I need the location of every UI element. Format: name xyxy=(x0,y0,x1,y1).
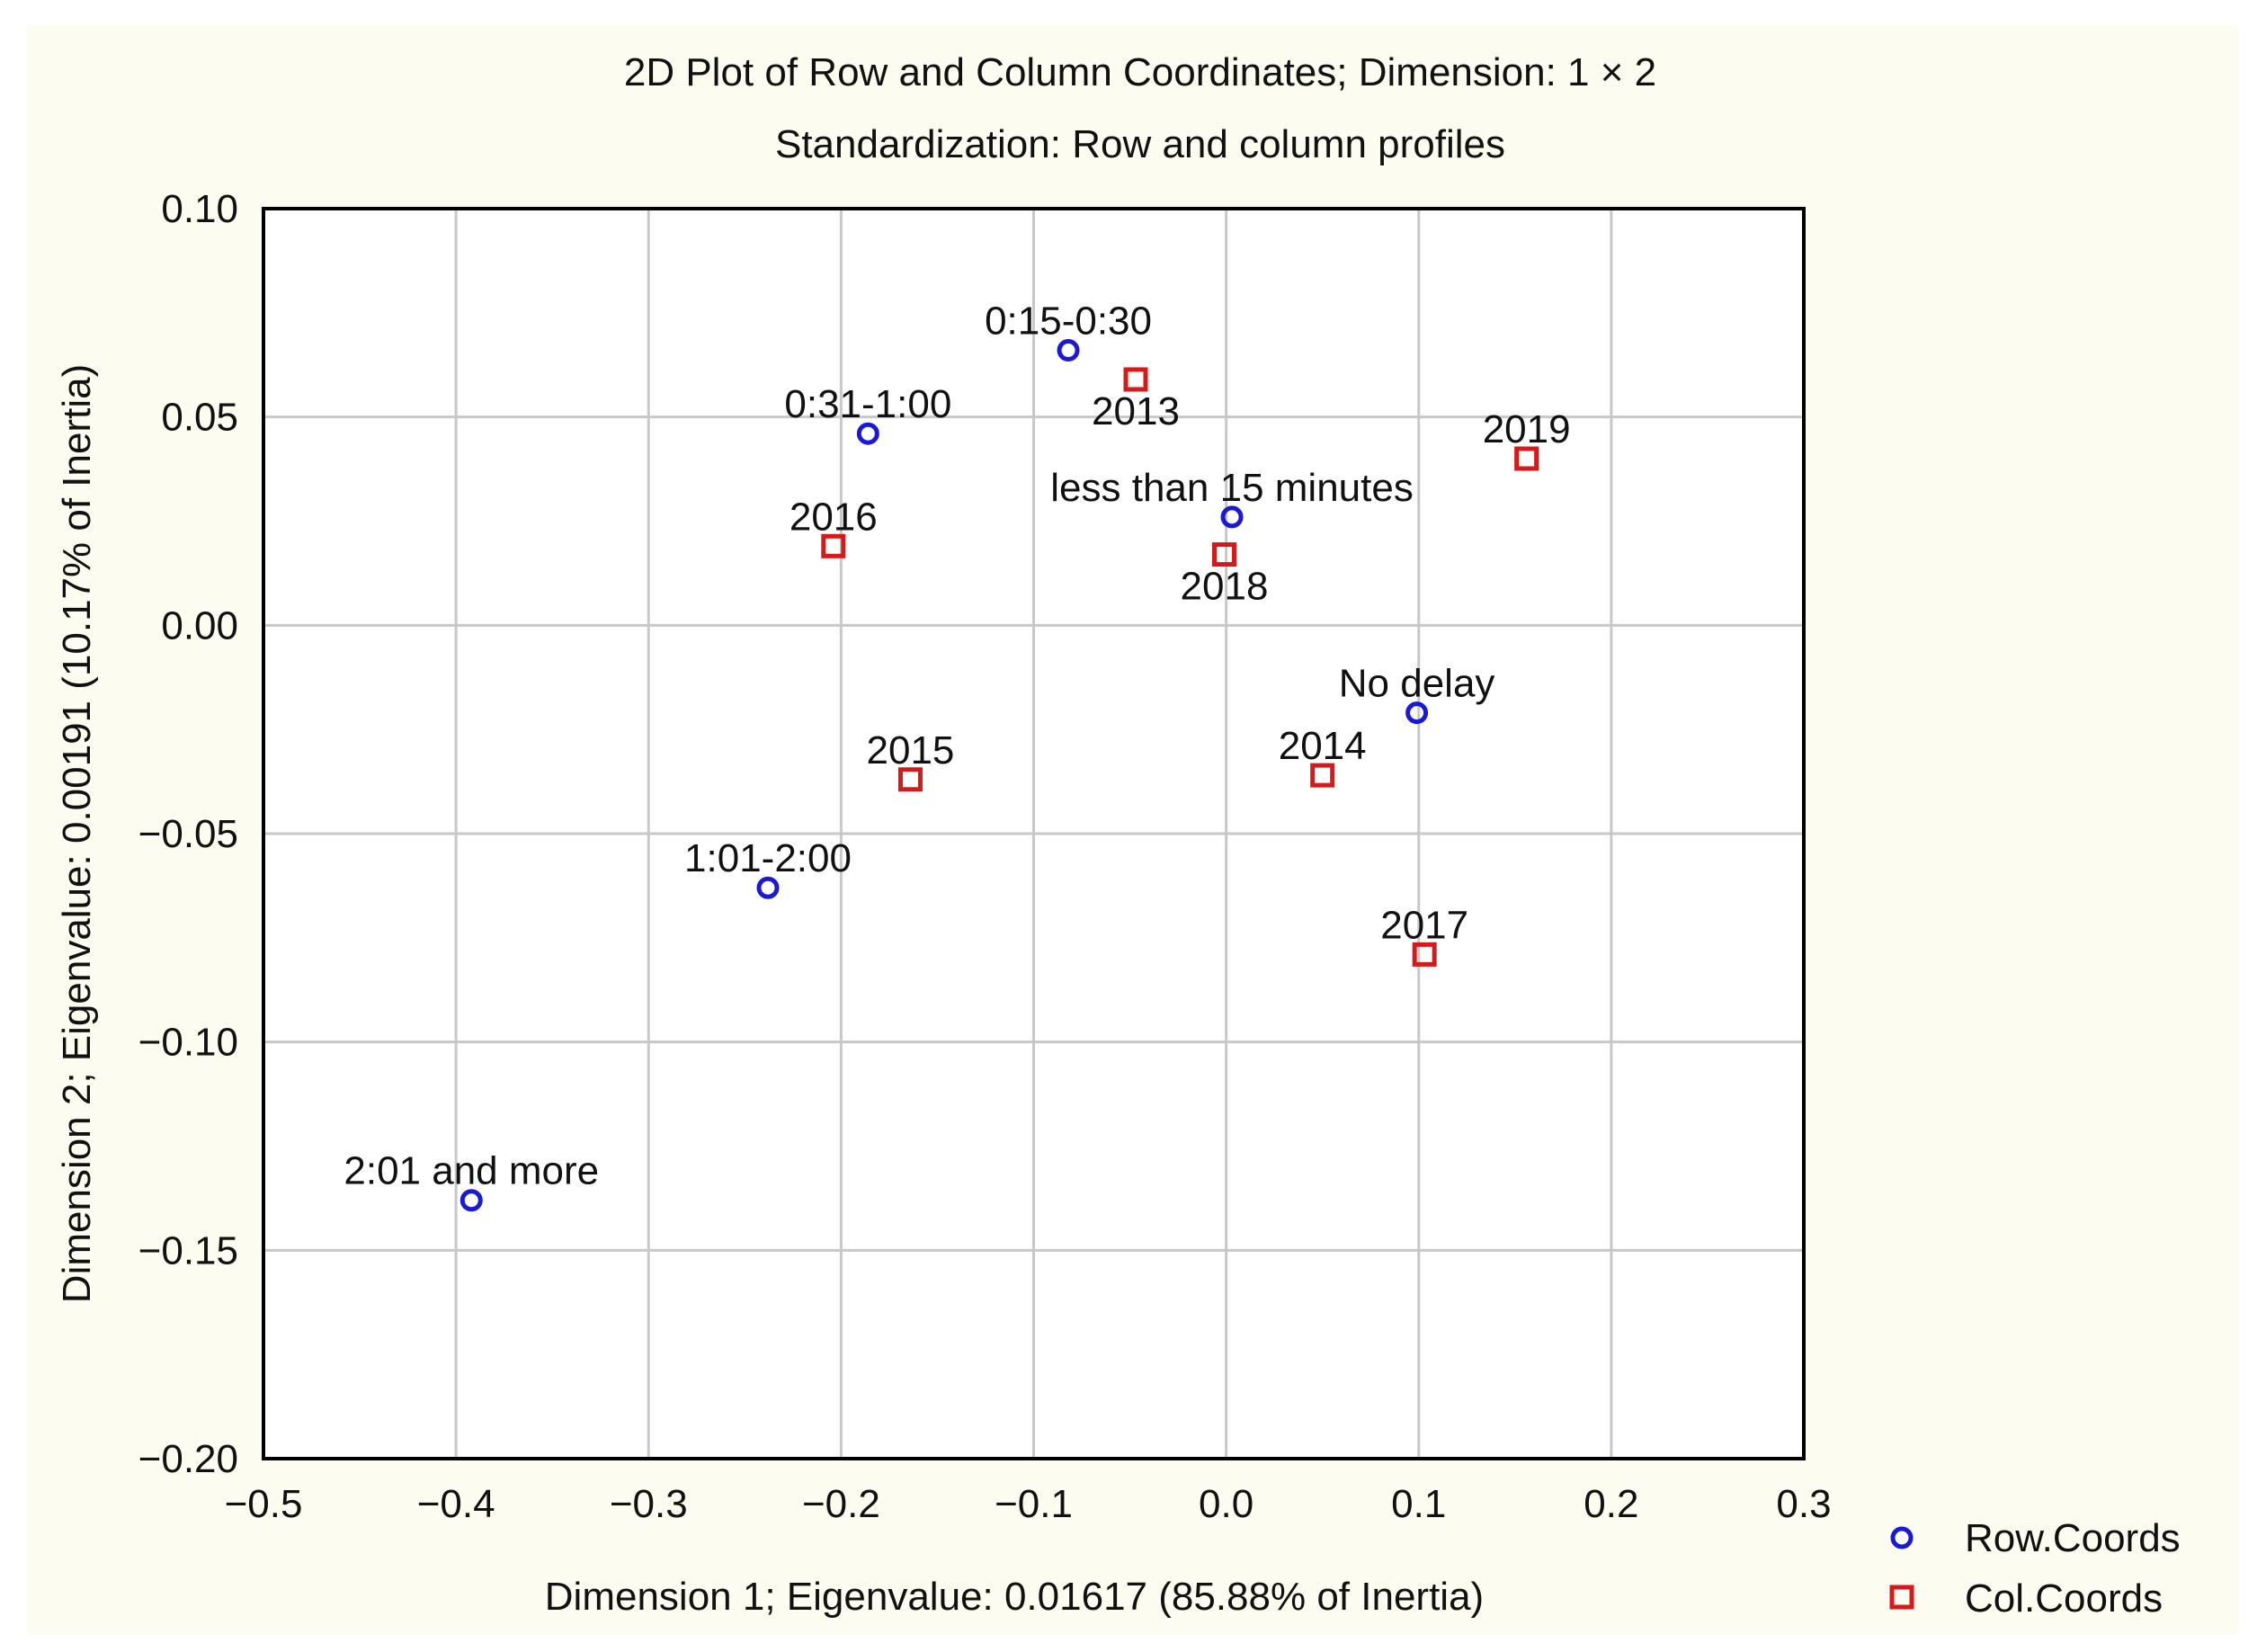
data-points xyxy=(459,339,1539,1212)
y-tick-label: 0.10 xyxy=(161,187,238,231)
col-coord-point xyxy=(1123,367,1148,392)
y-tick-label: −0.20 xyxy=(138,1437,238,1481)
legend-row-coords-marker xyxy=(1890,1526,1914,1549)
row-coord-point xyxy=(1220,505,1244,529)
col-coord-point xyxy=(1514,446,1539,471)
legend-col-coords-label: Col.Coords xyxy=(1965,1576,2163,1621)
col-coord-point xyxy=(897,767,923,792)
row-coord-point xyxy=(1057,339,1080,362)
x-tick-label: 0.2 xyxy=(1584,1482,1638,1526)
x-tick-label: 0.0 xyxy=(1199,1482,1253,1526)
grid-lines xyxy=(263,209,1804,1459)
x-tick-label: 0.1 xyxy=(1391,1482,1446,1526)
point-label: less than 15 minutes xyxy=(1050,466,1414,510)
legend-row-coords-label: Row.Coords xyxy=(1965,1516,2181,1560)
point-label: 2015 xyxy=(867,728,955,772)
x-tick-label: −0.1 xyxy=(995,1482,1073,1526)
y-tick-label: −0.05 xyxy=(138,812,238,856)
x-axis-label: Dimension 1; Eigenvalue: 0.01617 (85.88%… xyxy=(545,1575,1484,1619)
legend-col-coords-marker xyxy=(1889,1585,1914,1610)
x-tick-label: −0.3 xyxy=(610,1482,688,1526)
col-coord-point xyxy=(1211,542,1236,567)
point-labels: 0:15-0:30 0:31-1:00 less than 15 minutes No… xyxy=(343,299,1570,1193)
row-coord-point xyxy=(1405,701,1429,725)
plot-frame xyxy=(262,207,1806,1460)
y-tick-label: −0.15 xyxy=(138,1228,238,1272)
x-tick-label: −0.5 xyxy=(225,1482,303,1526)
point-label: 2014 xyxy=(1279,724,1367,768)
x-tick-label: −0.4 xyxy=(417,1482,495,1526)
point-label: 0:31-1:00 xyxy=(784,382,951,426)
point-label: 1:01-2:00 xyxy=(684,836,852,880)
point-label: 2:01 and more xyxy=(343,1149,599,1193)
x-tick-label: 0.3 xyxy=(1776,1482,1831,1526)
y-tick-label: −0.10 xyxy=(138,1021,238,1065)
chart-subtitle: Standardization: Row and column profiles xyxy=(775,122,1505,166)
col-coord-point xyxy=(1310,763,1335,788)
point-label: 2019 xyxy=(1483,407,1571,451)
row-coord-point xyxy=(756,876,780,899)
col-coord-point xyxy=(1412,942,1437,967)
x-axis-ticks: −0.5 −0.4 −0.3 −0.2 −0.1 0.0 0.1 0.2 0.3 xyxy=(225,1482,1832,1526)
col-coord-point xyxy=(821,533,846,558)
y-axis-ticks: 0.10 0.05 0.00 −0.05 −0.10 −0.15 −0.20 xyxy=(138,187,238,1481)
point-label: 2017 xyxy=(1380,903,1468,947)
point-label: 2016 xyxy=(790,495,878,539)
legend: Row.Coords Col.Coords xyxy=(1889,1516,2181,1621)
point-label: 2013 xyxy=(1092,389,1180,433)
y-tick-label: 0.05 xyxy=(161,396,238,440)
point-label: 0:15-0:30 xyxy=(985,299,1152,344)
chart-title: 2D Plot of Row and Column Coordinates; D… xyxy=(624,50,1656,94)
y-axis-label: Dimension 2; Eigenvalue: 0.00191 (10.17%… xyxy=(55,364,99,1303)
y-tick-label: 0.00 xyxy=(161,603,238,647)
x-tick-label: −0.2 xyxy=(802,1482,880,1526)
row-coord-point xyxy=(856,422,879,445)
row-coord-point xyxy=(459,1189,483,1212)
point-label: 2018 xyxy=(1181,565,1269,609)
point-label: No delay xyxy=(1339,662,1495,706)
